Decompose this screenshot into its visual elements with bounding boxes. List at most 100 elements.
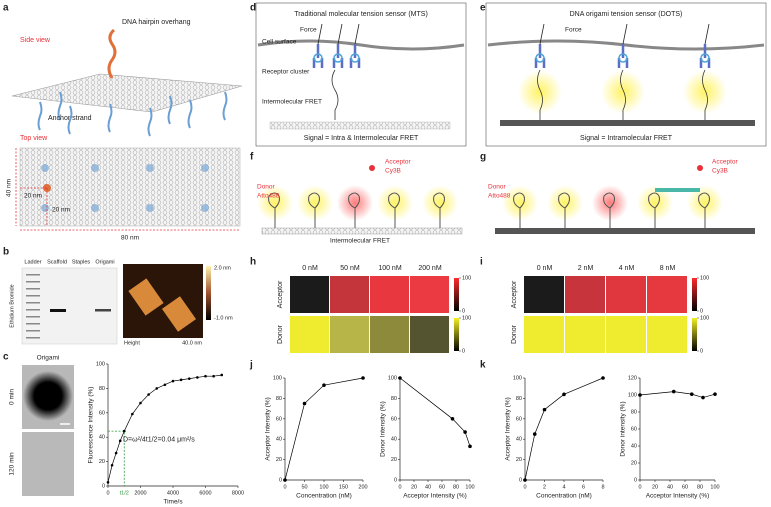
glow — [422, 185, 458, 221]
heat-cell — [565, 276, 605, 313]
x-tick-label: 40 — [425, 484, 431, 490]
panel-letter: c — [3, 352, 9, 363]
colorbar — [454, 318, 459, 351]
y-tick-label: 60 — [276, 416, 282, 422]
hairpin-probe — [348, 192, 360, 228]
hairpin-probe — [308, 192, 320, 228]
x-tick-label: 80 — [453, 484, 459, 490]
force-arrow — [539, 23, 545, 45]
hairpin-probe — [603, 192, 615, 228]
anchor-strand — [57, 91, 63, 121]
panel-letter: i — [480, 257, 483, 268]
column-label: 50 nM — [340, 265, 360, 272]
data-point — [468, 444, 472, 449]
data-point — [204, 374, 207, 378]
signal: Signal = Intra & Intermolecular FRET — [304, 135, 419, 142]
y-tick-label: 0 — [279, 477, 282, 483]
data-point — [212, 374, 215, 378]
hairpin-probe — [698, 192, 710, 228]
receptor-head — [700, 53, 710, 63]
y-axis-label: Acceptor Intensity (%) — [265, 397, 272, 461]
data-line — [399, 377, 471, 447]
colorbar-label: 100 — [700, 275, 709, 281]
label: Cy3B — [385, 168, 401, 175]
colorbar-label: 100 — [700, 315, 709, 321]
hairpin-probe — [268, 192, 280, 228]
x-tick-label: 100 — [319, 484, 328, 490]
y-tick-label: 20 — [99, 459, 105, 465]
label: Donor — [488, 184, 507, 191]
column-label: 2 nM — [578, 265, 594, 272]
label: Origami — [37, 355, 60, 362]
annotation: D=ω²/4t1/2=0.04 μm²/s — [123, 436, 195, 443]
colorbar-label: 0 — [462, 308, 465, 314]
x-axis-label: Concentration (nM) — [536, 493, 592, 500]
schematic-frame — [255, 2, 467, 147]
label: 40.0 nm — [182, 340, 202, 346]
origami-afm — [161, 296, 197, 332]
data-point — [187, 377, 191, 380]
label: Ladder — [24, 259, 41, 265]
heat-cell — [370, 276, 409, 313]
ladder-band — [26, 330, 40, 332]
data-point — [450, 417, 455, 421]
glow — [518, 70, 562, 114]
data-point — [398, 376, 402, 380]
label: Force — [300, 27, 317, 34]
anchor-site — [201, 204, 209, 212]
data-point — [220, 373, 224, 377]
y-tick-label: 100 — [628, 392, 637, 398]
ladder-band — [26, 323, 40, 325]
x-tick-label: 0 — [106, 490, 109, 496]
afm-image — [123, 264, 203, 338]
x-tick-label: 0 — [398, 484, 401, 490]
frap-image — [22, 432, 74, 496]
receptor-head — [350, 53, 360, 63]
colorbar-label: 100 — [462, 315, 471, 321]
x-tick-label: 60 — [439, 484, 445, 490]
data-point — [196, 376, 199, 379]
ladder-band — [26, 281, 40, 283]
label: 20 nm — [24, 193, 42, 200]
origami-side — [11, 73, 243, 113]
y-tick-label: 80 — [276, 396, 282, 402]
heat-cell — [330, 276, 369, 313]
x-tick-label: 8000 — [232, 490, 244, 496]
hairpin-probe — [648, 192, 660, 228]
data-point — [601, 376, 605, 380]
label: DNA hairpin overhang — [122, 19, 191, 26]
anchor-strand — [147, 107, 153, 137]
x-tick-label: 2 — [543, 484, 546, 490]
receptor-head — [618, 53, 628, 63]
heat-cell — [647, 316, 687, 353]
colorbar — [692, 278, 697, 311]
label: 40 nm — [6, 179, 13, 197]
acceptor-dye — [697, 165, 703, 171]
receptor-head — [333, 53, 343, 63]
x-tick-label: 100 — [710, 484, 719, 490]
glow — [637, 185, 673, 221]
glow — [337, 185, 373, 221]
data-point — [302, 401, 307, 406]
row-label: Acceptor — [511, 280, 518, 308]
t-half-label: t1/2 — [120, 490, 129, 496]
data-line — [107, 374, 222, 483]
data-point — [147, 393, 150, 396]
x-tick-label: 6 — [582, 484, 585, 490]
y-tick-label: 60 — [391, 416, 397, 422]
hairpin-probe — [513, 192, 525, 228]
y-tick-label: 40 — [516, 437, 522, 443]
y-tick-label: 40 — [631, 443, 637, 449]
dna-tether — [331, 69, 339, 120]
anchor-site — [146, 204, 154, 212]
anchor-strand — [222, 91, 228, 121]
x-axis-label: Acceptor Intensity (%) — [403, 493, 467, 500]
label: -1.0 nm — [214, 315, 233, 321]
data-point — [689, 392, 694, 396]
label: 120 min — [9, 452, 16, 476]
gel — [21, 267, 118, 345]
anchor-site — [41, 204, 49, 212]
heat-cell — [606, 276, 646, 313]
label: Atto488 — [488, 193, 511, 200]
